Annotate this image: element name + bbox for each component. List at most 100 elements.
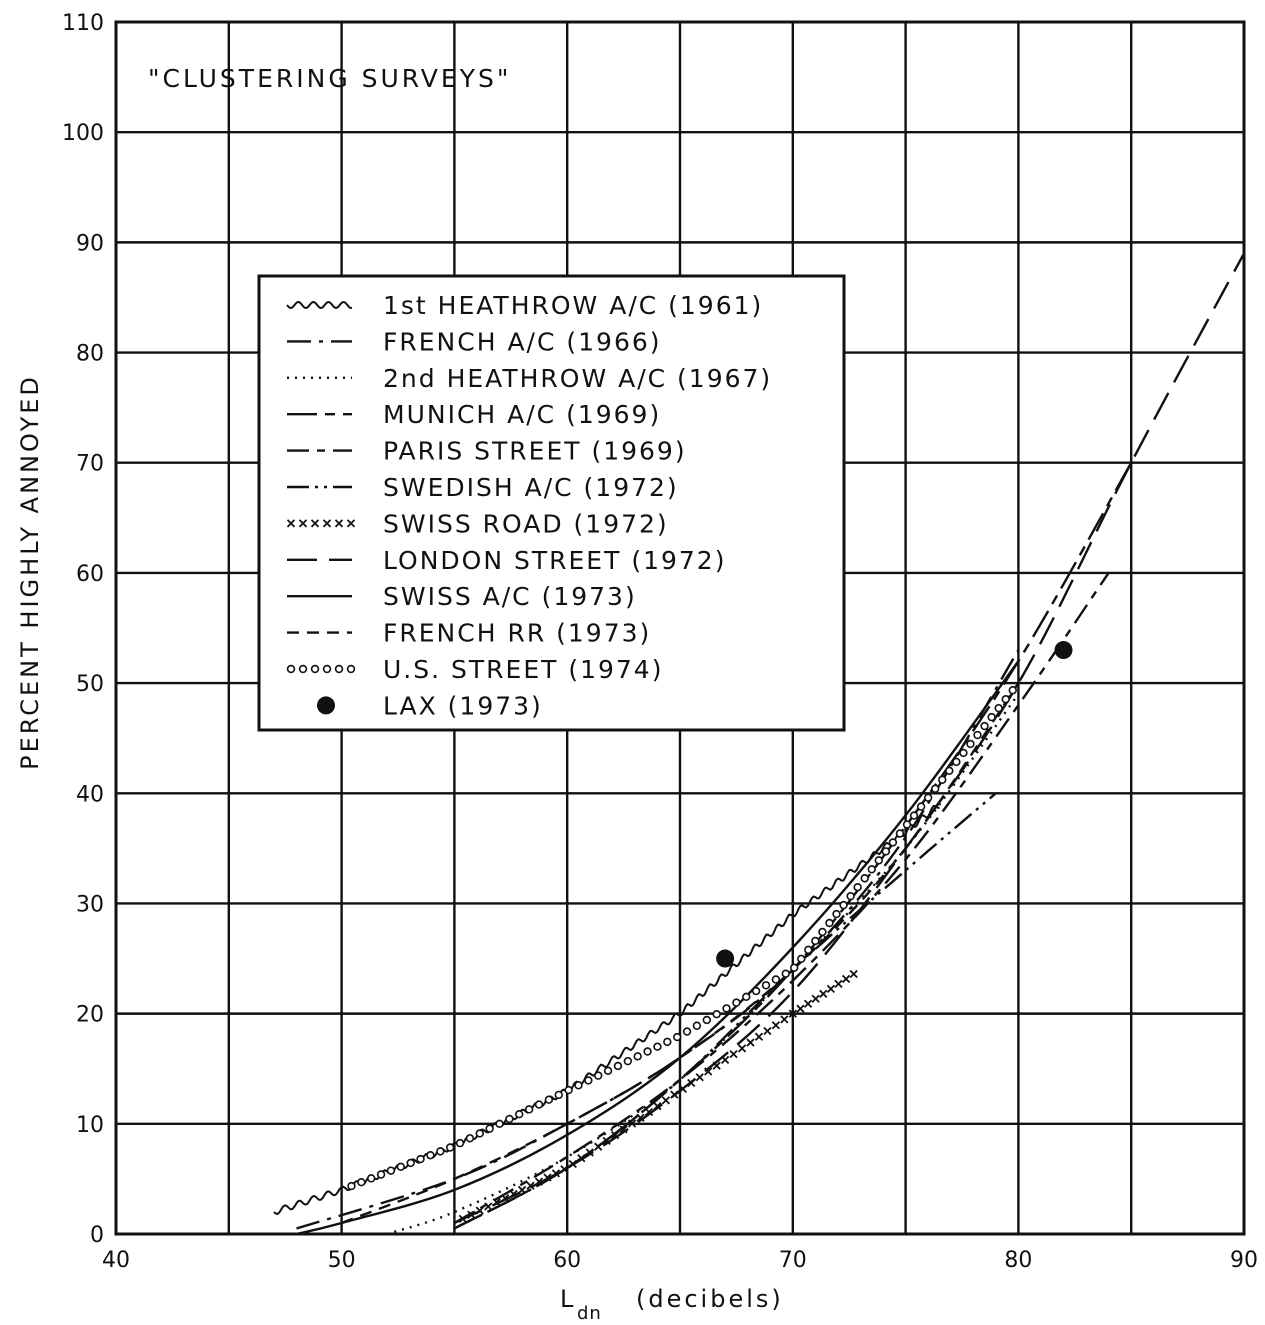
legend-marker [310, 664, 320, 674]
chart-title: "CLUSTERING SURVEYS" [148, 64, 511, 93]
series-marker [849, 969, 858, 979]
series-marker [811, 994, 820, 1003]
x-tick-label: 70 [779, 1248, 807, 1273]
y-tick-label: 20 [76, 1003, 104, 1028]
series-marker [788, 1009, 797, 1018]
series-marker [916, 802, 926, 811]
series-marker [524, 1105, 534, 1114]
legend-swatch [317, 696, 335, 715]
legend-item-french-a-c-1966: FRENCH A/C (1966) [287, 327, 662, 356]
series-marker [839, 900, 848, 910]
series-marker [780, 1015, 789, 1024]
series-2nd-heathrow-a-c-1967 [386, 693, 1020, 1236]
series-marker [959, 748, 968, 758]
y-tick-label: 10 [76, 1113, 104, 1138]
series-line [386, 693, 1020, 1236]
series-marker [485, 1124, 494, 1133]
legend-label: LONDON STREET (1972) [383, 546, 726, 575]
series-marker [517, 1185, 527, 1195]
legend-label: FRENCH A/C (1966) [383, 327, 662, 356]
legend-marker [286, 519, 296, 528]
series-marker [636, 1113, 645, 1122]
series-marker [888, 838, 898, 847]
legend-items: 1st HEATHROW A/C (1961) FRENCH A/C (1966)… [286, 291, 772, 720]
y-tick-label: 30 [76, 892, 104, 917]
legend-label: SWEDISH A/C (1972) [383, 473, 679, 502]
legend-marker [286, 664, 296, 674]
series-marker [803, 999, 813, 1008]
legend-item-swedish-a-c-1972: SWEDISH A/C (1972) [287, 473, 679, 502]
series-marker [564, 1085, 573, 1095]
series-marker [804, 945, 813, 955]
legend-marker [334, 519, 344, 528]
series-marker [544, 1095, 554, 1104]
x-axis-label-units: (decibels) [636, 1285, 784, 1313]
x-axis-label-subscript: dn [577, 1303, 602, 1324]
data-point [1054, 641, 1073, 660]
series-marker [644, 1107, 654, 1117]
series-marker [574, 1081, 583, 1090]
x-tick-label: 90 [1230, 1248, 1258, 1273]
series-marker [560, 1165, 569, 1174]
series-layer [273, 252, 1246, 1236]
series-marker [902, 820, 912, 829]
series-u-s-street-1974 [347, 686, 1017, 1191]
legend-marker [310, 519, 320, 528]
legend-marker [322, 519, 332, 528]
series-marker [732, 998, 741, 1007]
series-marker [819, 989, 828, 998]
y-axis-label: PERCENT HIGHLY ANNOYED [16, 374, 44, 770]
legend-item-munich-a-c-1969: MUNICH A/C (1969) [287, 400, 661, 429]
series-marker [761, 981, 771, 990]
series-marker [834, 979, 843, 989]
series-marker [515, 1109, 524, 1119]
series-london-street-1972 [453, 252, 1246, 1225]
x-tick-label: 50 [328, 1248, 356, 1273]
series-marker [672, 1032, 682, 1042]
series-marker [695, 1073, 704, 1082]
series-marker [445, 1143, 455, 1152]
series-marker [754, 1032, 764, 1041]
series-marker [796, 1004, 805, 1013]
series-marker [594, 1142, 603, 1151]
y-tick-label: 40 [76, 782, 104, 807]
series-swedish-a-c-1972 [453, 792, 997, 1230]
series-marker [663, 1037, 672, 1047]
series-marker [841, 974, 851, 984]
series-marker [826, 984, 836, 993]
y-tick-label: 0 [90, 1223, 104, 1248]
legend-marker [334, 664, 344, 674]
x-tick-label: 80 [1004, 1248, 1032, 1273]
series-marker [594, 1071, 603, 1080]
y-tick-label: 50 [76, 672, 104, 697]
y-tick-label: 70 [76, 452, 104, 477]
series-marker [931, 784, 940, 793]
series-marker [895, 829, 905, 838]
series-marker [692, 1021, 702, 1030]
series-marker [881, 847, 891, 856]
series-line [296, 649, 1020, 1230]
series-marker [505, 1114, 514, 1124]
x-tick-label: 40 [102, 1248, 130, 1273]
series-marker [746, 1038, 755, 1047]
series-marker [987, 712, 996, 722]
series-marker [627, 1119, 637, 1128]
series-french-rr-1973 [341, 682, 1020, 1225]
series-marker [751, 986, 761, 996]
series-marker [781, 969, 790, 978]
legend-line [286, 300, 353, 310]
series-marker [737, 1044, 747, 1053]
series-line [453, 572, 1110, 1225]
series-marker [973, 730, 982, 740]
legend-label: 2nd HEATHROW A/C (1967) [383, 364, 772, 393]
series-marker [484, 1202, 493, 1211]
legend-item-london-street-1972: LONDON STREET (1972) [287, 546, 726, 575]
series-marker [874, 856, 884, 865]
legend-label: U.S. STREET (1974) [383, 655, 663, 684]
tick-labels: 40 50 60 70 80 90 0 10 20 30 40 50 60 70 80 90 100 110 [62, 11, 1258, 1273]
legend-item-paris-street-1969: PARIS STREET (1969) [287, 437, 685, 466]
legend-label: MUNICH A/C (1969) [383, 400, 661, 429]
series-marker [712, 1009, 721, 1019]
y-tick-label: 100 [62, 121, 104, 146]
series-marker [347, 1181, 356, 1191]
